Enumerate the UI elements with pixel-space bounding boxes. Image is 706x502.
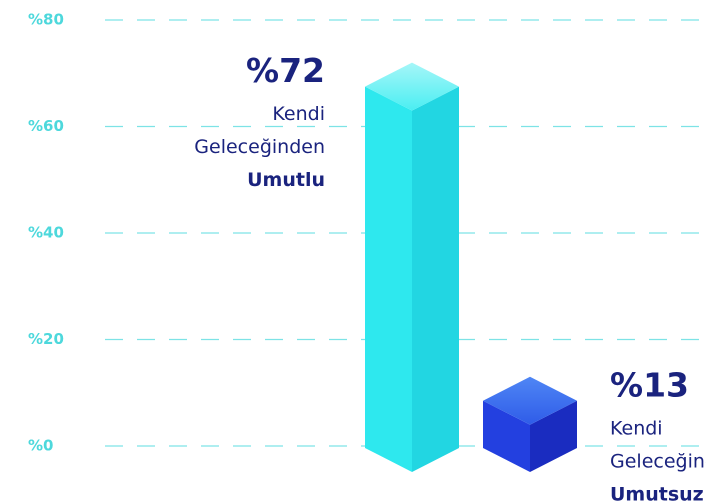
y-tick-label: %80: [28, 11, 64, 29]
category-label: Geleceğinden: [610, 450, 706, 472]
value-label: %13: [610, 365, 689, 404]
category-label: Kendi: [610, 417, 663, 439]
y-tick-label: %20: [28, 330, 64, 348]
bar: [483, 376, 577, 472]
bar-top-face: [483, 376, 577, 425]
category-label: Geleceğinden: [194, 136, 325, 158]
value-label: %72: [246, 51, 325, 90]
category-label: Umutsuz: [610, 483, 704, 502]
y-tick-label: %60: [28, 117, 64, 135]
y-tick-label: %40: [28, 224, 64, 242]
bar-left-face: [483, 400, 530, 472]
bar-top-face: [365, 62, 459, 111]
bar-right-face: [530, 400, 577, 472]
bar-left-face: [365, 86, 412, 472]
y-tick-label: %0: [28, 437, 53, 455]
bar: [365, 62, 459, 472]
category-label: Kendi: [272, 103, 325, 125]
bar-right-face: [412, 86, 459, 472]
category-label: Umutlu: [247, 169, 325, 191]
